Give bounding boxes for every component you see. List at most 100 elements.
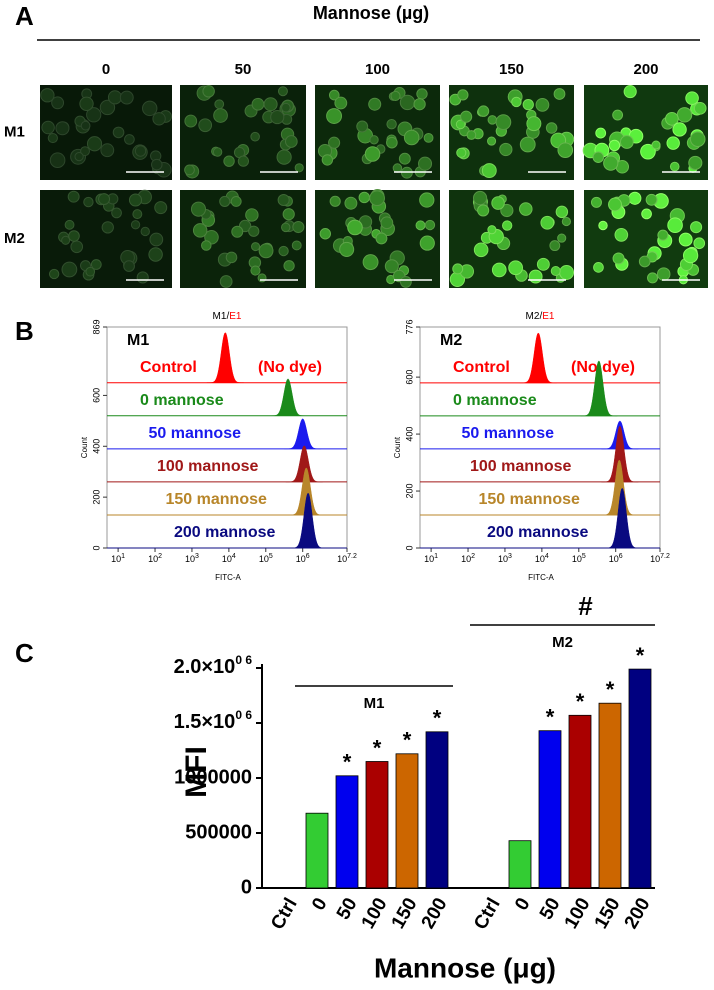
y-tick-label: 400: [404, 427, 414, 442]
cell: [369, 135, 379, 145]
bar: [628, 668, 652, 889]
cell: [477, 105, 490, 117]
group-label: M1: [364, 695, 385, 712]
cell: [693, 101, 707, 115]
x-tick-label: 101: [111, 553, 125, 564]
x-tick-label: 150: [388, 895, 422, 933]
tick-label-exponent: 4: [232, 553, 236, 560]
tick-label-base: 10: [296, 554, 306, 564]
tick-label-exponent: 7.2: [347, 553, 357, 560]
cell: [466, 130, 477, 140]
histogram: [269, 378, 307, 417]
cell: [142, 100, 158, 117]
tick-label-exponent: 1: [434, 553, 438, 560]
cell: [152, 112, 166, 126]
cell: [392, 163, 403, 173]
cell: [328, 89, 340, 101]
cell: [424, 219, 436, 231]
tick-label-exponent: 6: [306, 553, 310, 560]
cell: [283, 260, 295, 272]
tick-label-exponent: 1: [121, 553, 125, 560]
cell: [79, 96, 94, 111]
bar: [335, 775, 359, 889]
column-label: 150: [499, 61, 524, 78]
tick-label-base: 10: [185, 554, 195, 564]
cell: [107, 90, 123, 105]
significance-marker: *: [373, 735, 382, 760]
series-label: 150 mannose: [479, 491, 580, 508]
tick-label-exponent: 5: [582, 553, 586, 560]
y-tick-label: 776: [404, 319, 414, 334]
significance-marker: *: [576, 689, 585, 714]
panel-label: A: [15, 1, 34, 31]
cell: [491, 262, 507, 278]
histogram: [600, 425, 639, 483]
x-tick-label: 200: [418, 895, 452, 933]
cell: [219, 195, 231, 207]
cell: [612, 109, 624, 121]
tick-label-base: 1.5×10: [174, 711, 236, 733]
x-tick-label: 103: [185, 553, 199, 564]
cell: [250, 265, 261, 276]
cell: [90, 259, 102, 270]
series-label: 200 mannose: [174, 524, 275, 541]
x-tick-label: 100: [561, 895, 595, 933]
column-label: 0: [102, 61, 110, 78]
cell: [669, 161, 680, 172]
series-label: 0 mannose: [453, 392, 537, 409]
y-tick-label: 400: [91, 439, 101, 454]
annotation: (No dye): [571, 359, 635, 376]
cell: [192, 223, 208, 238]
title-main: M1/: [213, 311, 230, 322]
cell: [219, 275, 233, 288]
x-tick-label: 104: [535, 553, 549, 564]
cell: [111, 207, 122, 219]
cell: [460, 110, 473, 123]
cell: [339, 241, 355, 257]
histogram: [206, 332, 245, 383]
cell: [557, 233, 567, 243]
y-tick-label: 1.5×100 6: [174, 708, 253, 733]
y-axis-label: Count: [393, 436, 402, 458]
x-axis-label: FITC-A: [528, 573, 554, 582]
cell: [487, 225, 497, 235]
cell: [640, 143, 656, 160]
micrograph: [315, 85, 440, 180]
cell: [132, 209, 143, 220]
cell: [184, 164, 195, 176]
cell: [282, 208, 295, 221]
series-label: 50 mannose: [462, 425, 555, 442]
tick-label-exponent: 2: [158, 553, 162, 560]
cell: [294, 163, 304, 173]
tick-label-base: 10: [609, 554, 619, 564]
y-tick-label: 0: [91, 545, 101, 550]
cell: [326, 108, 343, 124]
cell: [603, 155, 619, 171]
bar: [365, 761, 389, 889]
cell: [416, 88, 428, 100]
cell: [230, 195, 242, 207]
cell: [457, 89, 469, 101]
bar: [425, 731, 449, 889]
group-label: M2: [552, 634, 573, 651]
histogram: [283, 418, 322, 450]
significance-marker: *: [546, 705, 555, 730]
x-axis-label: Mannose (μg): [374, 952, 556, 983]
panel-label: C: [15, 638, 34, 668]
cell: [477, 204, 490, 217]
cell: [347, 219, 363, 236]
tick-label-base: 2.0×10: [174, 656, 236, 678]
cell: [86, 136, 103, 152]
cell: [678, 232, 693, 247]
cell: [614, 228, 629, 242]
cell: [128, 193, 143, 207]
histogram: [580, 360, 618, 417]
tick-label-base: 10: [222, 554, 232, 564]
cell: [214, 99, 225, 110]
cell: [99, 99, 116, 116]
significance-marker: *: [636, 643, 645, 668]
cell: [549, 240, 561, 252]
cell: [522, 98, 534, 111]
micrograph: [449, 85, 575, 180]
